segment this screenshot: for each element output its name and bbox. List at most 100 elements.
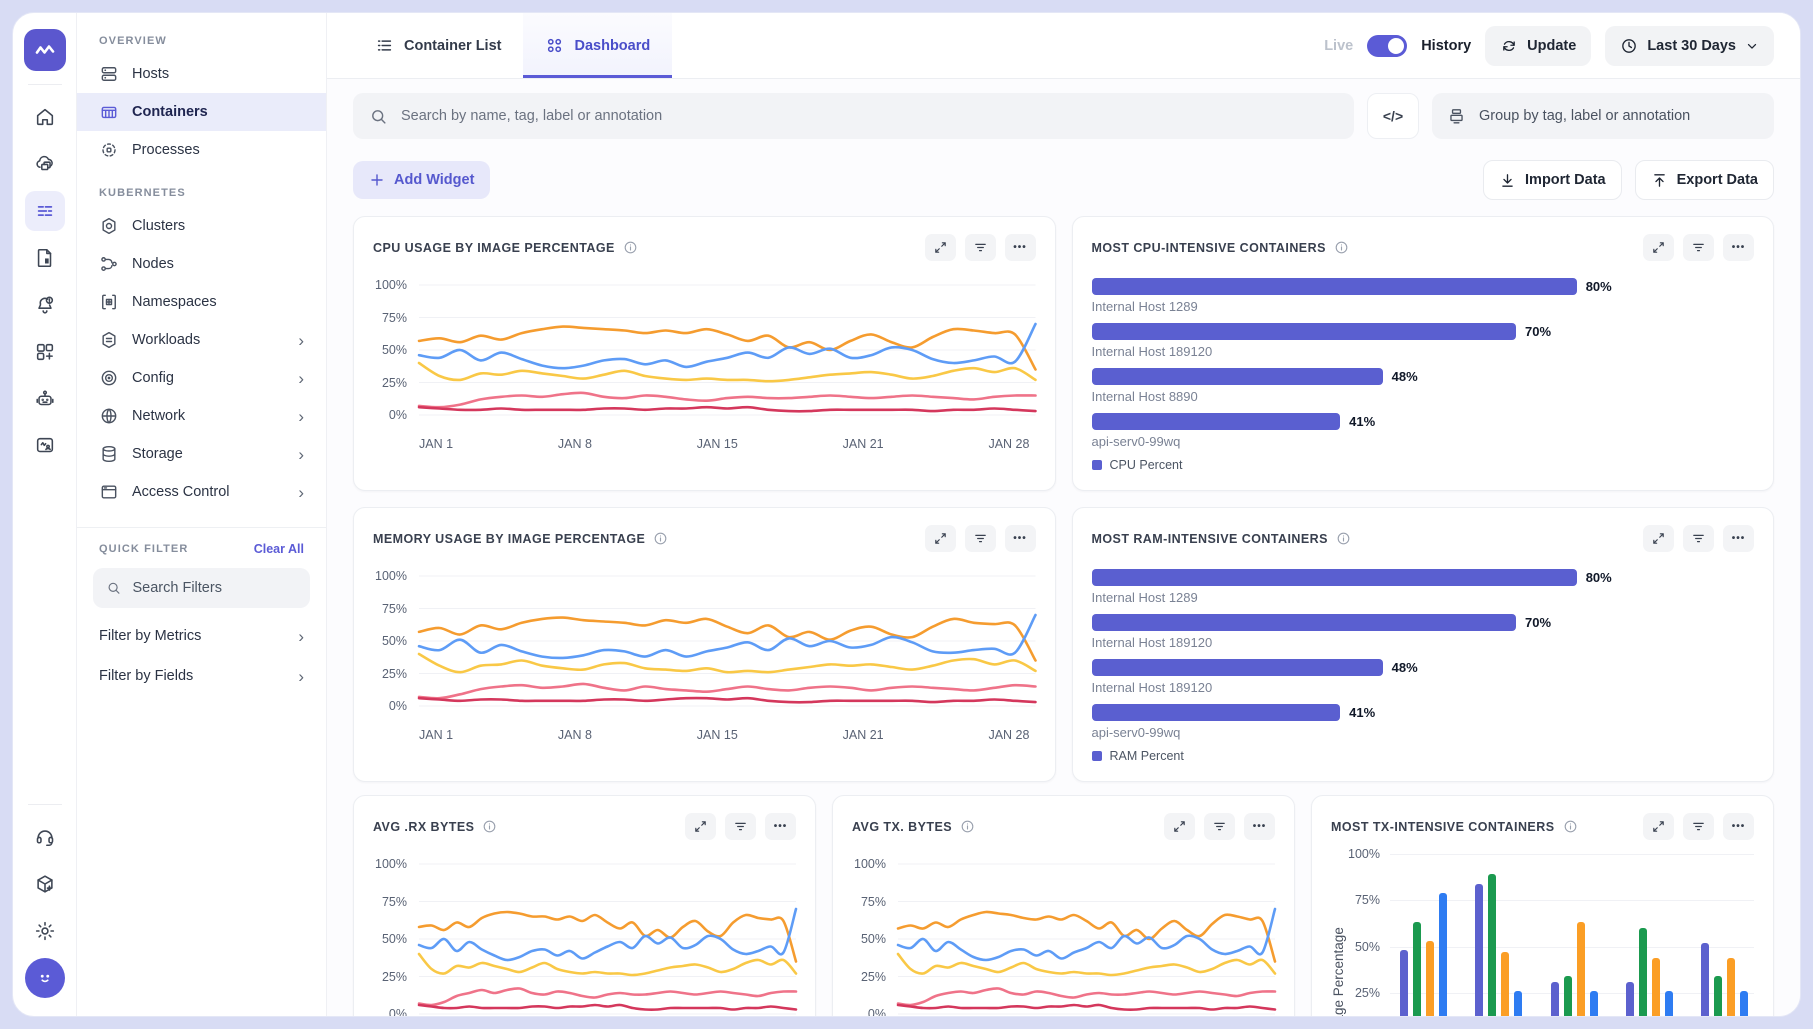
info-icon[interactable] [482,819,497,834]
filter-button[interactable] [1204,813,1235,840]
widget-header: MOST RAM-INTENSIVE CONTAINERS ••• [1092,525,1755,552]
filter-button[interactable] [725,813,756,840]
export-data-button[interactable]: Export Data [1635,160,1774,200]
line-plot-svg [898,864,1275,1014]
filter-search-input[interactable] [133,580,298,596]
filter-button[interactable] [965,525,996,552]
line-series [419,988,796,1005]
filter-button[interactable] [1683,525,1714,552]
info-icon[interactable] [960,819,975,834]
sidebar-item-config[interactable]: Config › [77,359,326,397]
document-icon[interactable] [25,238,65,278]
expand-button[interactable] [1643,234,1674,261]
code-glyph: </> [1383,108,1403,124]
sidebar-item-network[interactable]: Network › [77,397,326,435]
filter-search-box[interactable] [93,568,310,608]
dashboard-icon [545,36,564,55]
hbar-label: Internal Host 189120 [1092,680,1755,695]
clear-all-button[interactable]: Clear All [254,542,304,556]
widget-cpu-usage: CPU USAGE BY IMAGE PERCENTAGE ••• 100%75… [353,216,1056,491]
query-code-button[interactable]: </> [1367,93,1419,139]
more-button[interactable]: ••• [1005,234,1036,261]
vbar [1577,922,1585,1017]
line-chart-body: 100%75%50%25%0% [852,864,1275,1014]
expand-button[interactable] [925,525,956,552]
widget-header: AVG TX. BYTES ••• [852,813,1275,840]
y-tick-label: 0% [868,1007,886,1017]
vbar-plot [1390,854,1754,1017]
sidebar-item-label: Containers [132,104,208,120]
container-search-box[interactable] [353,93,1354,139]
tab-container-list[interactable]: Container List [353,13,523,78]
tab-dashboard[interactable]: Dashboard [523,13,672,78]
bell-alert-icon[interactable] [25,285,65,325]
more-button[interactable]: ••• [1723,813,1754,840]
vbar-chart: Usage Percentage100%75%50%25% [1331,854,1754,1017]
hbar-row: 48% [1092,368,1755,385]
group-by-button[interactable]: Group by tag, label or annotation [1432,93,1774,139]
sidebar-item-processes[interactable]: Processes [77,131,326,169]
more-button[interactable]: ••• [1723,525,1754,552]
more-button[interactable]: ••• [1244,813,1275,840]
line-series [898,1005,1275,1010]
info-icon[interactable] [623,240,638,255]
cloud-sync-icon[interactable] [25,144,65,184]
add-widget-button[interactable]: Add Widget [353,161,490,199]
y-tick-label: 100% [854,857,886,871]
y-tick-label: 100% [375,278,407,292]
expand-button[interactable] [685,813,716,840]
expand-button[interactable] [1164,813,1195,840]
sidebar-item-label: Namespaces [132,294,217,310]
sidebar-item-label: Workloads [132,332,200,348]
expand-button[interactable] [1643,525,1674,552]
sidebar-item-nodes[interactable]: Nodes [77,245,326,283]
info-icon[interactable] [1336,531,1351,546]
user-avatar[interactable] [25,958,65,998]
widget-actions: ••• [925,234,1036,261]
filter-by-fields[interactable]: Filter by Fields › [77,656,326,696]
filter-button[interactable] [1683,234,1714,261]
more-button[interactable]: ••• [1723,234,1754,261]
expand-button[interactable] [925,234,956,261]
filter-icon [973,531,988,546]
grid-add-icon[interactable] [25,332,65,372]
screen-user-icon[interactable] [25,426,65,466]
filter-button[interactable] [1683,813,1714,840]
vbar [1413,922,1421,1017]
app-logo[interactable] [24,29,66,71]
settings-gear-icon[interactable] [25,911,65,951]
sidebar-item-storage[interactable]: Storage › [77,435,326,473]
live-history-toggle[interactable] [1367,35,1407,57]
time-range-dropdown[interactable]: Last 30 Days [1605,26,1774,66]
avg-rx-chart: 100%75%50%25%0%JAN 1JAN 8JAN 15JAN 21JAN… [373,864,796,1017]
main-area: Container List Dashboard Live History Up… [327,13,1800,1016]
more-button[interactable]: ••• [1005,525,1036,552]
container-list-icon[interactable] [25,191,65,231]
sidebar-item-workloads[interactable]: Workloads › [77,321,326,359]
widget-title: CPU USAGE BY IMAGE PERCENTAGE [373,240,638,255]
sidebar-item-clusters[interactable]: Clusters [77,207,326,245]
update-button[interactable]: Update [1485,26,1591,66]
container-search-input[interactable] [401,108,1338,124]
sidebar-item-namespaces[interactable]: Namespaces [77,283,326,321]
filter-icon [1212,819,1227,834]
most-tx-chart: Usage Percentage100%75%50%25% [1331,854,1754,1017]
more-button[interactable]: ••• [765,813,796,840]
info-icon[interactable] [1334,240,1349,255]
headset-icon[interactable] [25,817,65,857]
filter-by-metrics[interactable]: Filter by Metrics › [77,616,326,656]
hbar-label: api-serv0-99wq [1092,434,1755,449]
sidebar-item-containers[interactable]: Containers [77,93,326,131]
expand-button[interactable] [1643,813,1674,840]
home-icon[interactable] [25,97,65,137]
sidebar-item-hosts[interactable]: Hosts [77,55,326,93]
import-data-button[interactable]: Import Data [1483,160,1622,200]
filter-button[interactable] [965,234,996,261]
x-tick-label: JAN 8 [558,437,592,451]
info-icon[interactable] [1563,819,1578,834]
sidebar-item-access-control[interactable]: Access Control › [77,473,326,511]
robot-icon[interactable] [25,379,65,419]
hbar-label: Internal Host 189120 [1092,344,1755,359]
info-icon[interactable] [653,531,668,546]
package-add-icon[interactable] [25,864,65,904]
